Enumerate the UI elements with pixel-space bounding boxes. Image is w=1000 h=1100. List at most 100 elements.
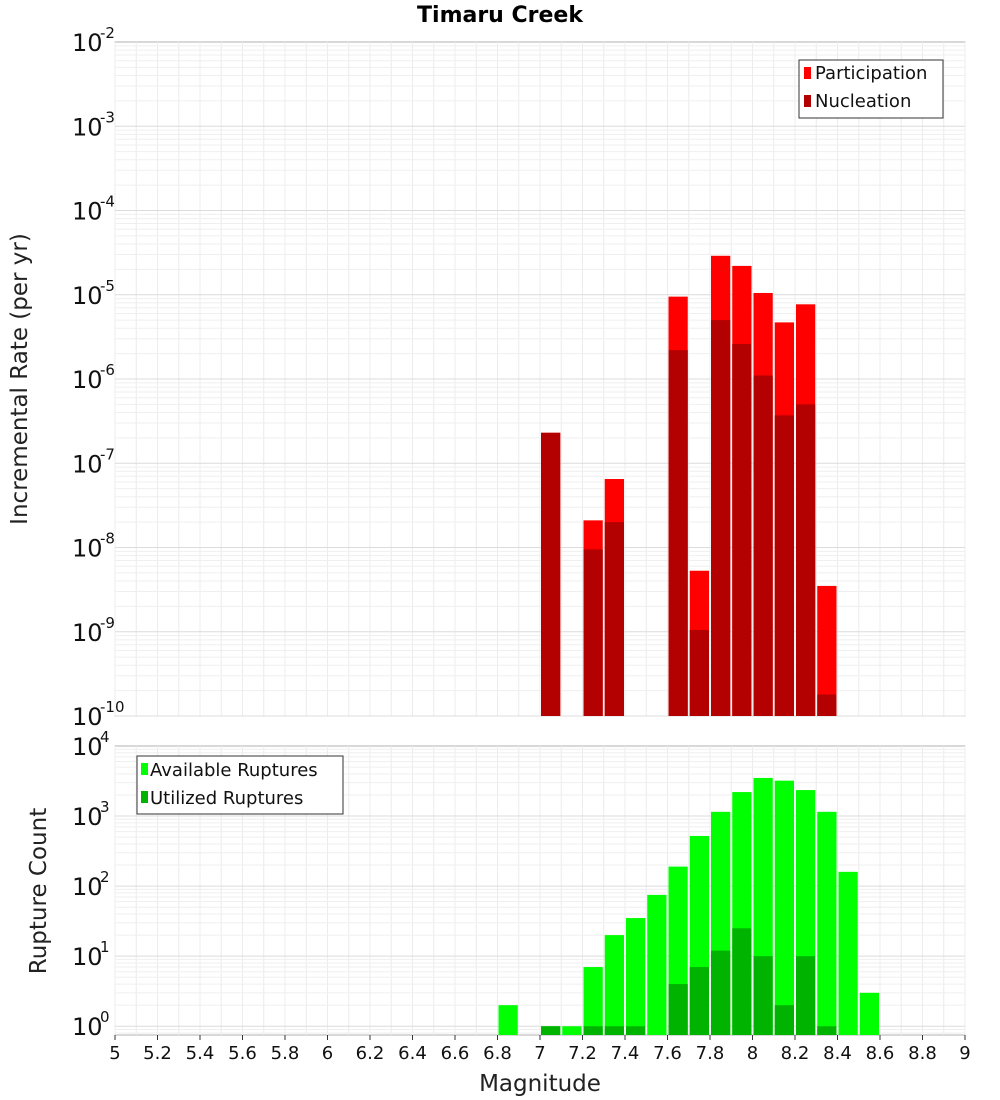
available-legend-swatch — [141, 763, 148, 775]
rate-legend: Participation Nucleation — [798, 59, 944, 119]
y-tick-exponent: -9 — [100, 614, 115, 632]
nucleation-bar — [583, 549, 603, 716]
y-tick-exponent: -8 — [100, 530, 115, 548]
utilized-ruptures-bar — [774, 1005, 794, 1035]
x-tick-label: 8.8 — [908, 1043, 937, 1064]
x-tick-label: 8.2 — [781, 1043, 810, 1064]
nucleation-bar — [817, 694, 837, 716]
y-tick-label: 10 — [72, 198, 103, 226]
y-tick-exponent: -7 — [100, 445, 115, 463]
x-tick-label: 7 — [534, 1043, 545, 1064]
y-tick-exponent: -4 — [100, 193, 115, 211]
nucleation-bar — [604, 522, 624, 716]
nucleation-bar — [689, 629, 709, 716]
y-tick-label: 10 — [72, 1013, 103, 1041]
participation-legend-label: Participation — [815, 63, 927, 84]
available-ruptures-bar — [859, 992, 879, 1035]
y-tick-label: 10 — [72, 366, 103, 394]
nucleation-bar — [541, 432, 561, 716]
nucleation-bar — [732, 344, 752, 716]
nucleation-bar — [796, 404, 816, 716]
available-ruptures-bar — [774, 780, 794, 1035]
available-ruptures-bar — [817, 811, 837, 1035]
utilized-ruptures-bar — [732, 928, 752, 1035]
count-y-axis-label: Rupture Count — [26, 808, 52, 974]
nucleation-bar — [711, 320, 731, 716]
chart-title: Timaru Creek — [417, 3, 584, 28]
utilized-legend-label: Utilized Ruptures — [150, 788, 303, 809]
y-tick-label: 10 — [72, 29, 103, 57]
available-ruptures-bar — [498, 1005, 518, 1035]
magnitude-x-ticks: 5 5.2 5.4 5.6 5.8 6 6.2 6.4 6.6 6.8 7 7.2 7.4 7.6 7.8 8… — [109, 1035, 971, 1064]
y-tick-exponent: -5 — [100, 277, 115, 295]
x-tick-label: 6.8 — [483, 1043, 512, 1064]
x-tick-label: 5.4 — [186, 1043, 215, 1064]
y-tick-exponent: 2 — [100, 868, 110, 886]
available-ruptures-bar — [626, 918, 646, 1035]
x-tick-label: 6.6 — [441, 1043, 470, 1064]
utilized-ruptures-bar — [541, 1026, 561, 1035]
y-tick-label: 10 — [72, 873, 103, 901]
x-tick-label: 5.8 — [271, 1043, 300, 1064]
x-tick-label: 8 — [747, 1043, 758, 1064]
y-tick-exponent: 0 — [100, 1008, 110, 1026]
rate-bars — [541, 255, 837, 716]
y-tick-exponent: 4 — [100, 728, 110, 746]
utilized-legend-swatch — [141, 791, 148, 803]
y-tick-exponent: -3 — [100, 108, 115, 126]
x-tick-label: 8.4 — [823, 1043, 852, 1064]
utilized-ruptures-bar — [583, 1026, 603, 1035]
x-tick-label: 7.2 — [568, 1043, 597, 1064]
y-tick-label: 10 — [72, 943, 103, 971]
utilized-ruptures-bar — [626, 1026, 646, 1035]
count-bars — [498, 777, 879, 1035]
y-tick-label: 10 — [72, 619, 103, 647]
x-tick-label: 6.4 — [398, 1043, 427, 1064]
y-tick-label: 10 — [72, 733, 103, 761]
y-tick-label: 10 — [72, 703, 103, 731]
count-legend: Available Ruptures Utilized Ruptures — [136, 755, 344, 815]
y-tick-label: 10 — [72, 113, 103, 141]
x-tick-label: 8.6 — [866, 1043, 895, 1064]
y-tick-exponent: -2 — [100, 24, 115, 42]
utilized-ruptures-bar — [796, 956, 816, 1035]
magnitude-x-axis-label: Magnitude — [479, 1071, 601, 1097]
utilized-ruptures-bar — [817, 1026, 837, 1035]
nucleation-legend-swatch — [804, 95, 811, 107]
x-tick-label: 6 — [322, 1043, 333, 1064]
nucleation-bar — [668, 350, 688, 716]
available-ruptures-bar — [647, 894, 667, 1035]
x-tick-label: 7.4 — [611, 1043, 640, 1064]
utilized-ruptures-bar — [753, 956, 773, 1035]
x-tick-label: 7.8 — [696, 1043, 725, 1064]
y-tick-label: 10 — [72, 803, 103, 831]
y-tick-exponent: -6 — [100, 361, 115, 379]
x-tick-label: 7.6 — [653, 1043, 682, 1064]
y-tick-label: 10 — [72, 282, 103, 310]
participation-legend-swatch — [804, 67, 811, 79]
x-tick-label: 9 — [959, 1043, 970, 1064]
rate-y-axis-label: Incremental Rate (per yr) — [7, 233, 33, 525]
available-ruptures-bar — [604, 935, 624, 1035]
y-tick-label: 10 — [72, 535, 103, 563]
count-legend-box — [136, 755, 344, 815]
rate-gridlines — [114, 42, 966, 717]
available-ruptures-bar — [562, 1026, 582, 1035]
nucleation-legend-label: Nucleation — [815, 91, 911, 112]
x-tick-label: 6.2 — [356, 1043, 385, 1064]
y-tick-exponent: -10 — [100, 698, 125, 716]
rate-y-ticks: 10-210-310-410-510-610-710-810-910-10 — [72, 24, 125, 731]
utilized-ruptures-bar — [711, 950, 731, 1035]
available-ruptures-bar — [838, 871, 858, 1035]
utilized-ruptures-bar — [604, 1026, 624, 1035]
rate-panel: 10-210-310-410-510-610-710-810-910-10 In… — [7, 24, 966, 731]
x-tick-label: 5 — [109, 1043, 120, 1064]
available-ruptures-bar — [583, 967, 603, 1035]
x-tick-label: 5.2 — [143, 1043, 172, 1064]
rate-legend-box — [798, 59, 944, 119]
available-legend-label: Available Ruptures — [150, 760, 318, 781]
utilized-ruptures-bar — [668, 984, 688, 1035]
y-tick-exponent: 1 — [100, 938, 110, 956]
